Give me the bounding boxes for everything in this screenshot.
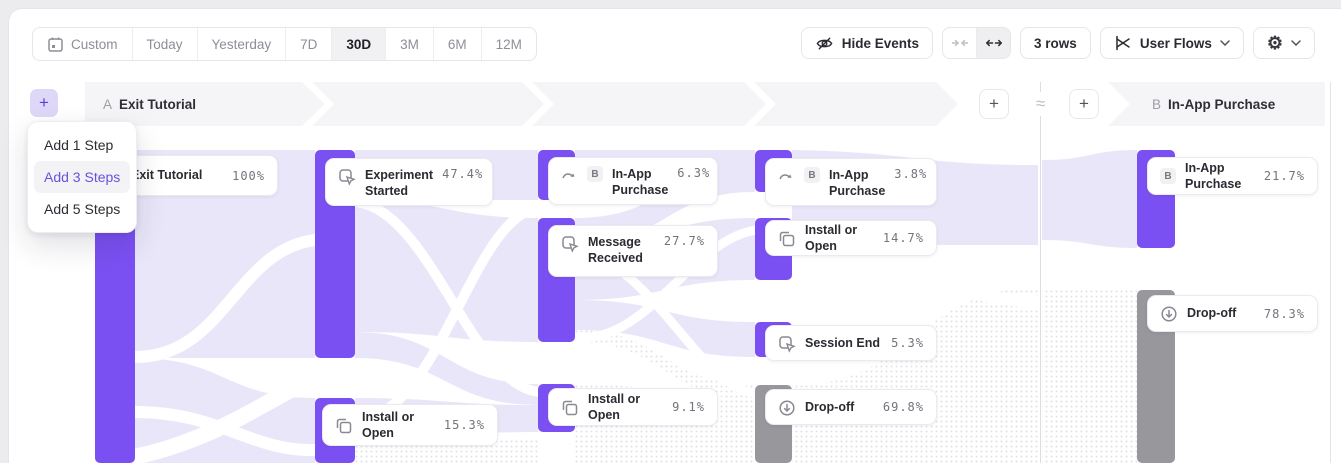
node-in-app-purchase-21[interactable]: B In-App Purchase 21.7% — [1147, 157, 1318, 195]
toolbar: Custom Today Yesterday 7D 30D 3M 6M 12M … — [0, 27, 1341, 61]
hide-events-button[interactable]: Hide Events — [800, 27, 934, 59]
node-in-app-purchase-6[interactable]: B In-App Purchase 6.3% — [548, 157, 718, 205]
step-b-header[interactable]: B In-App Purchase — [1152, 96, 1276, 112]
node-experiment-started[interactable]: Experiment Started 47.4% — [325, 158, 493, 206]
step-a-header[interactable]: A Exit Tutorial — [103, 96, 197, 112]
chevron-down-icon — [1220, 40, 1230, 46]
indirect-arrow-icon — [561, 167, 578, 183]
indirect-arrow-icon — [778, 168, 795, 184]
dropoff-icon — [1160, 305, 1178, 323]
menu-add-3-steps[interactable]: Add 3 Steps — [34, 161, 130, 193]
eye-off-icon — [816, 37, 833, 49]
node-session-end[interactable]: Session End 5.3% — [765, 325, 937, 361]
node-install-or-open-15[interactable]: Install or Open 15.3% — [322, 404, 498, 446]
step-band-a[interactable] — [85, 82, 958, 126]
rows-button[interactable]: 3 rows — [1020, 27, 1091, 59]
range-6m[interactable]: 6M — [434, 28, 482, 60]
date-range-group: Custom Today Yesterday 7D 30D 3M 6M 12M — [32, 27, 537, 61]
node-dropoff-78[interactable]: Drop-off 78.3% — [1147, 295, 1318, 332]
range-7d[interactable]: 7D — [286, 28, 333, 60]
range-custom[interactable]: Custom — [33, 28, 133, 60]
toolbar-right: Hide Events 3 rows — [800, 27, 1315, 59]
calendar-icon — [48, 37, 63, 52]
event-icon — [561, 235, 579, 253]
step-band-b[interactable] — [1108, 82, 1325, 126]
install-icon — [561, 399, 579, 417]
view-selector[interactable]: User Flows — [1099, 27, 1244, 59]
range-30d[interactable]: 30D — [332, 28, 387, 60]
metric-b-badge: B — [804, 167, 820, 183]
node-exit-tutorial[interactable]: Exit Tutorial 100% — [118, 155, 278, 196]
step-a-title: Exit Tutorial — [119, 96, 197, 112]
right-edge-line — [1330, 82, 1331, 463]
bar-dropoff-78[interactable] — [1137, 290, 1175, 463]
metric-b-badge: B — [587, 166, 603, 182]
range-3m[interactable]: 3M — [386, 28, 434, 60]
range-yesterday[interactable]: Yesterday — [198, 28, 287, 60]
menu-add-1-step[interactable]: Add 1 Step — [44, 137, 114, 153]
menu-add-5-steps[interactable]: Add 5 Steps — [44, 201, 121, 217]
collapse-icon — [951, 39, 968, 47]
expand-icon — [985, 39, 1002, 47]
step-b-title: In-App Purchase — [1168, 96, 1276, 112]
event-icon — [778, 335, 796, 353]
expand-columns-button[interactable] — [976, 28, 1011, 58]
node-install-or-open-14[interactable]: Install or Open 14.7% — [765, 220, 937, 256]
chevron-down-icon — [1291, 40, 1301, 46]
node-install-or-open-9[interactable]: Install or Open 9.1% — [548, 388, 718, 426]
settings-button[interactable]: ⚙ — [1252, 27, 1315, 59]
install-icon — [335, 417, 353, 435]
approx-separator: ≈ — [1028, 92, 1053, 116]
collapse-columns-button[interactable] — [943, 28, 976, 58]
node-message-received[interactable]: Message Received 27.7% — [548, 225, 718, 277]
collapse-expand-toggle — [942, 27, 1012, 59]
dropoff-icon — [778, 399, 796, 417]
append-step-button[interactable]: + — [979, 89, 1009, 119]
node-in-app-purchase-3[interactable]: B In-App Purchase 3.8% — [765, 158, 937, 206]
range-12m[interactable]: 12M — [495, 36, 522, 52]
prepend-step-b-button[interactable]: + — [1069, 89, 1099, 119]
add-step-button[interactable]: + — [30, 89, 58, 117]
add-steps-menu: Add 1 Step Add 3 Steps Add 5 Steps — [27, 121, 137, 233]
node-dropoff-69[interactable]: Drop-off 69.8% — [765, 389, 937, 425]
user-flows-icon — [1116, 35, 1130, 51]
range-today[interactable]: Today — [133, 28, 198, 60]
gear-icon: ⚙ — [1266, 33, 1283, 53]
metric-b-badge: B — [1160, 168, 1176, 184]
install-icon — [778, 230, 796, 248]
range-label: Custom — [71, 36, 118, 52]
event-icon — [338, 168, 356, 186]
section-separator-line — [1040, 82, 1041, 463]
